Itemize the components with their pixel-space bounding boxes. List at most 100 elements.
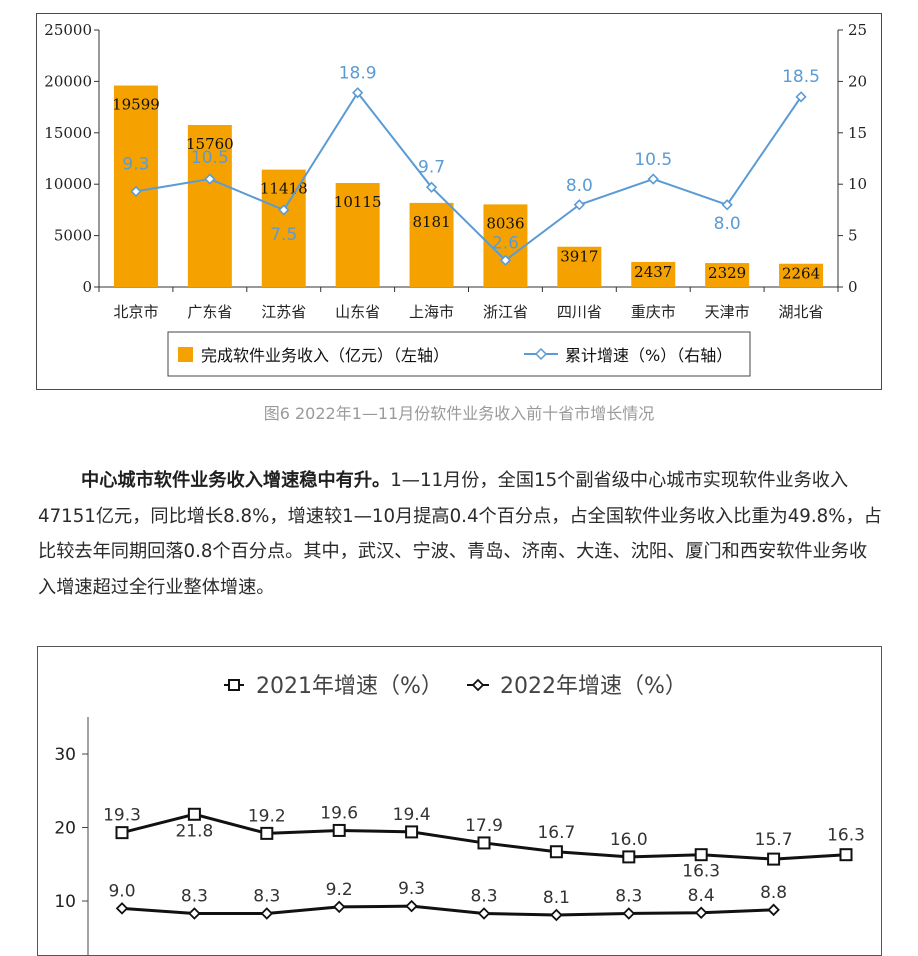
point-2022 xyxy=(405,899,418,913)
growth-value-label: 18.9 xyxy=(339,64,377,84)
value-label-2022: 9.3 xyxy=(398,879,425,899)
growth-point xyxy=(130,185,142,198)
legend-2021-label: 2021年增速（%） xyxy=(256,674,443,699)
point-2022 xyxy=(188,907,201,920)
point-2021 xyxy=(115,826,129,840)
bar-湖北省 xyxy=(779,263,824,287)
value-label-2022: 9.2 xyxy=(326,880,353,900)
x-category-label: 四川省 xyxy=(557,303,602,321)
point-2022 xyxy=(115,902,129,915)
bar-value-label: 19599 xyxy=(112,96,160,114)
growth-value-label: 10.5 xyxy=(191,148,229,168)
body-paragraph: 中心城市软件业务收入增速稳中有升。1—11月份，全国15个副省级中心城市实现软件… xyxy=(38,463,884,605)
value-label-2021: 21.8 xyxy=(175,821,213,841)
bar-江苏省 xyxy=(261,169,306,287)
bar-天津市 xyxy=(705,263,750,287)
right-tick-label: 0 xyxy=(848,278,858,296)
bar-value-label: 8181 xyxy=(412,213,450,231)
y-tick-label: 30 xyxy=(54,745,76,765)
growth-value-label: 2.6 xyxy=(492,233,519,253)
left-tick-label: 25000 xyxy=(44,21,92,39)
bar-上海市 xyxy=(409,202,454,287)
bar-四川省 xyxy=(557,246,602,287)
value-label-2022: 8.3 xyxy=(470,886,497,906)
left-tick-label: 5000 xyxy=(54,227,92,245)
y-tick-label: 10 xyxy=(54,892,76,912)
point-2021 xyxy=(622,850,636,864)
x-category-label: 湖北省 xyxy=(779,303,824,321)
point-2022 xyxy=(767,903,780,917)
paragraph-heading: 中心城市软件业务收入增速稳中有升。 xyxy=(81,470,391,491)
value-label-2022: 8.8 xyxy=(760,883,787,903)
legend-2022-label: 2022年增速（%） xyxy=(500,674,687,699)
growth-point xyxy=(499,254,512,266)
x-category-label: 北京市 xyxy=(113,303,158,321)
x-category-label: 江苏省 xyxy=(261,303,306,321)
point-2021 xyxy=(332,823,346,837)
left-tick-label: 10000 xyxy=(44,175,92,193)
point-2021 xyxy=(694,848,708,862)
value-label-2021: 19.4 xyxy=(393,805,431,825)
bar-value-label: 10115 xyxy=(334,193,382,211)
right-tick-label: 20 xyxy=(848,72,867,90)
legend-bar-label: 完成软件业务收入（亿元）（左轴） xyxy=(201,346,449,365)
bar-山东省 xyxy=(335,183,380,287)
chart-city-growth: 10 20 30 2021年增速（%） 2022年增速（%） 19.3 21.8 19.2 19… xyxy=(37,646,882,956)
chart-1-canvas: 0 5000 10000 15000 20000 25000 0 5 10 15 20 25 19599… xyxy=(44,21,867,377)
legend-line-label: 累计增速（%）（右轴） xyxy=(565,346,732,365)
point-2021 xyxy=(839,848,853,862)
growth-point xyxy=(647,173,659,185)
growth-point xyxy=(721,199,733,211)
growth-value-label: 8.0 xyxy=(714,214,741,234)
right-tick-label: 5 xyxy=(848,227,858,245)
bar-value-label: 3917 xyxy=(560,248,598,266)
paragraph-text: 1—11月份，全国15个副省级中心城市实现软件业务收入47151亿元，同比增长8… xyxy=(38,470,882,598)
growth-value-label: 18.5 xyxy=(782,67,820,87)
figure-caption: 图6 2022年1—11月份软件业务收入前十省市增长情况 xyxy=(263,404,655,423)
point-2021 xyxy=(187,807,201,821)
legend-2021-marker xyxy=(228,679,240,691)
growth-point xyxy=(573,199,585,211)
value-label-2021: 16.3 xyxy=(827,826,865,846)
point-2021 xyxy=(767,852,781,866)
bar-value-label: 2264 xyxy=(782,265,820,283)
growth-point xyxy=(204,173,216,185)
left-tick-label: 0 xyxy=(82,278,92,296)
y-tick-label: 20 xyxy=(54,819,76,839)
value-label-2021: 19.6 xyxy=(320,803,358,823)
x-category-label: 山东省 xyxy=(335,303,380,321)
value-label-2022: 8.4 xyxy=(688,886,715,906)
growth-value-label: 7.5 xyxy=(270,225,297,245)
growth-value-label: 10.5 xyxy=(634,150,672,170)
growth-point xyxy=(425,181,438,193)
value-label-2022: 8.1 xyxy=(543,888,570,908)
growth-value-label: 8.0 xyxy=(566,176,593,196)
value-label-2021: 19.3 xyxy=(103,806,141,826)
value-label-2022: 8.3 xyxy=(181,886,208,906)
bar-value-label: 11418 xyxy=(260,180,308,198)
value-label-2021: 19.2 xyxy=(248,806,286,826)
growth-value-label: 9.3 xyxy=(122,154,149,174)
point-2022 xyxy=(622,907,636,920)
bar-value-label: 2437 xyxy=(634,263,672,281)
bar-广东省 xyxy=(187,124,232,287)
line-2022 xyxy=(121,904,774,917)
legend-box xyxy=(167,331,751,377)
right-tick-label: 25 xyxy=(848,21,867,39)
left-tick-label: 15000 xyxy=(44,124,92,142)
right-tick-label: 15 xyxy=(848,124,867,142)
value-label-2021: 16.3 xyxy=(682,862,720,882)
bar-重庆市 xyxy=(631,261,676,287)
value-label-2022: 9.0 xyxy=(108,881,135,901)
growth-point xyxy=(352,87,364,99)
x-category-label: 上海市 xyxy=(409,303,454,321)
value-label-2021: 15.7 xyxy=(755,830,793,850)
bar-value-label: 2329 xyxy=(708,264,746,282)
growth-point xyxy=(278,204,290,216)
value-label-2021: 16.7 xyxy=(537,823,575,843)
x-category-label: 重庆市 xyxy=(631,303,676,321)
chart-top-ten-provinces: 0 5000 10000 15000 20000 25000 0 5 10 15 20 25 19599… xyxy=(36,13,882,390)
point-2022 xyxy=(332,900,346,914)
growth-line xyxy=(135,90,802,262)
bar-value-label: 8036 xyxy=(486,214,524,232)
